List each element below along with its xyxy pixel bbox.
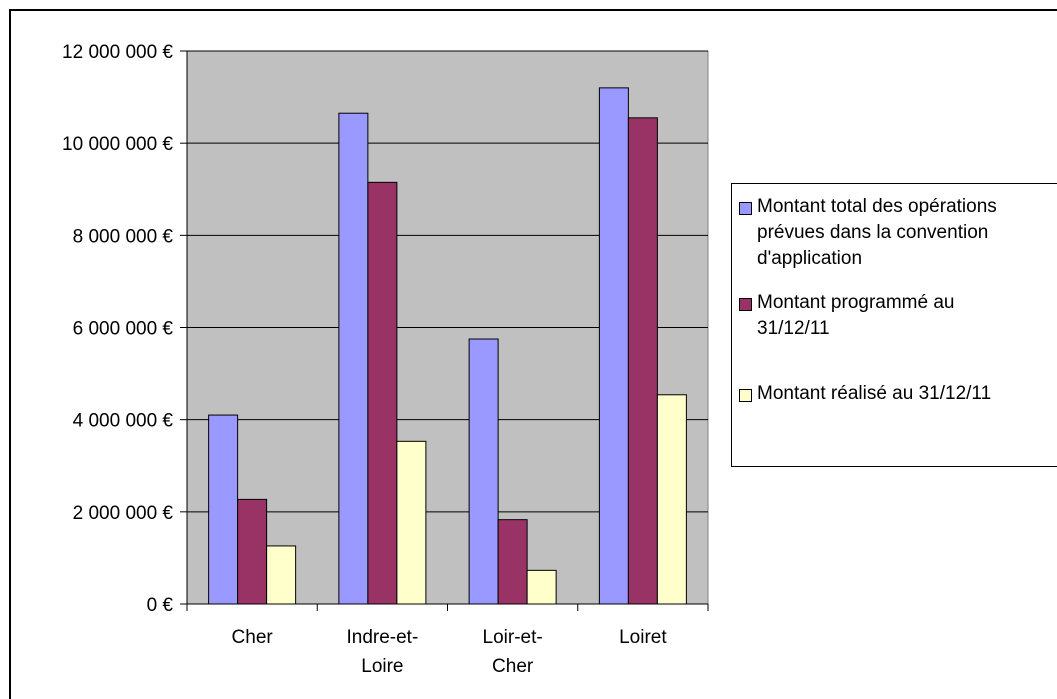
y-tick-label: 2 000 000 € (73, 503, 174, 524)
legend-swatch-realise (739, 389, 752, 402)
y-tick-label: 8 000 000 € (73, 226, 174, 247)
legend-line: Montant programmé au (757, 292, 955, 313)
bar (208, 414, 239, 605)
x-tick-label: Cher (232, 627, 274, 648)
legend-line: 31/12/11 (757, 318, 830, 339)
legend-label-programme: Montant programmé au 31/12/11 (757, 290, 1055, 342)
legend-label-realise: Montant réalisé au 31/12/11 (757, 381, 1055, 407)
x-tick-label: Loir-et- (483, 627, 543, 648)
y-tick-label: 10 000 000 € (62, 134, 173, 155)
bar (627, 117, 658, 605)
bar (497, 519, 528, 605)
bar (396, 440, 427, 605)
bar (656, 394, 687, 605)
bar (237, 498, 268, 605)
bar (468, 338, 499, 605)
y-tick-label: 0 € (147, 595, 174, 616)
y-tick-label: 12 000 000 € (62, 42, 173, 63)
y-tick-label: 6 000 000 € (73, 319, 174, 340)
legend-item-programme: Montant programmé au 31/12/11 (739, 290, 1055, 342)
bar (266, 545, 297, 605)
legend-line: prévues dans la convention (757, 222, 989, 243)
legend-swatch-total (739, 202, 752, 215)
legend-line: Montant total des opérations (757, 196, 997, 217)
legend-line: Montant réalisé au 31/12/11 (757, 383, 992, 404)
bar (598, 87, 629, 605)
bar (367, 181, 398, 605)
legend-swatch-programme (739, 298, 752, 311)
x-tick-label: Cher (492, 656, 534, 677)
legend-item-realise: Montant réalisé au 31/12/11 (739, 381, 1055, 407)
legend: Montant total des opérations prévues dan… (731, 183, 1057, 467)
bar (338, 112, 369, 605)
legend-label-total: Montant total des opérations prévues dan… (757, 194, 1055, 272)
x-tick-label: Loiret (619, 627, 667, 648)
legend-line: d'application (757, 248, 863, 269)
x-tick-label: Indre-et- (346, 627, 418, 648)
y-tick-label: 4 000 000 € (73, 411, 174, 432)
legend-item-total: Montant total des opérations prévues dan… (739, 194, 1055, 272)
bar (526, 569, 557, 605)
x-tick-label: Loire (361, 656, 403, 677)
